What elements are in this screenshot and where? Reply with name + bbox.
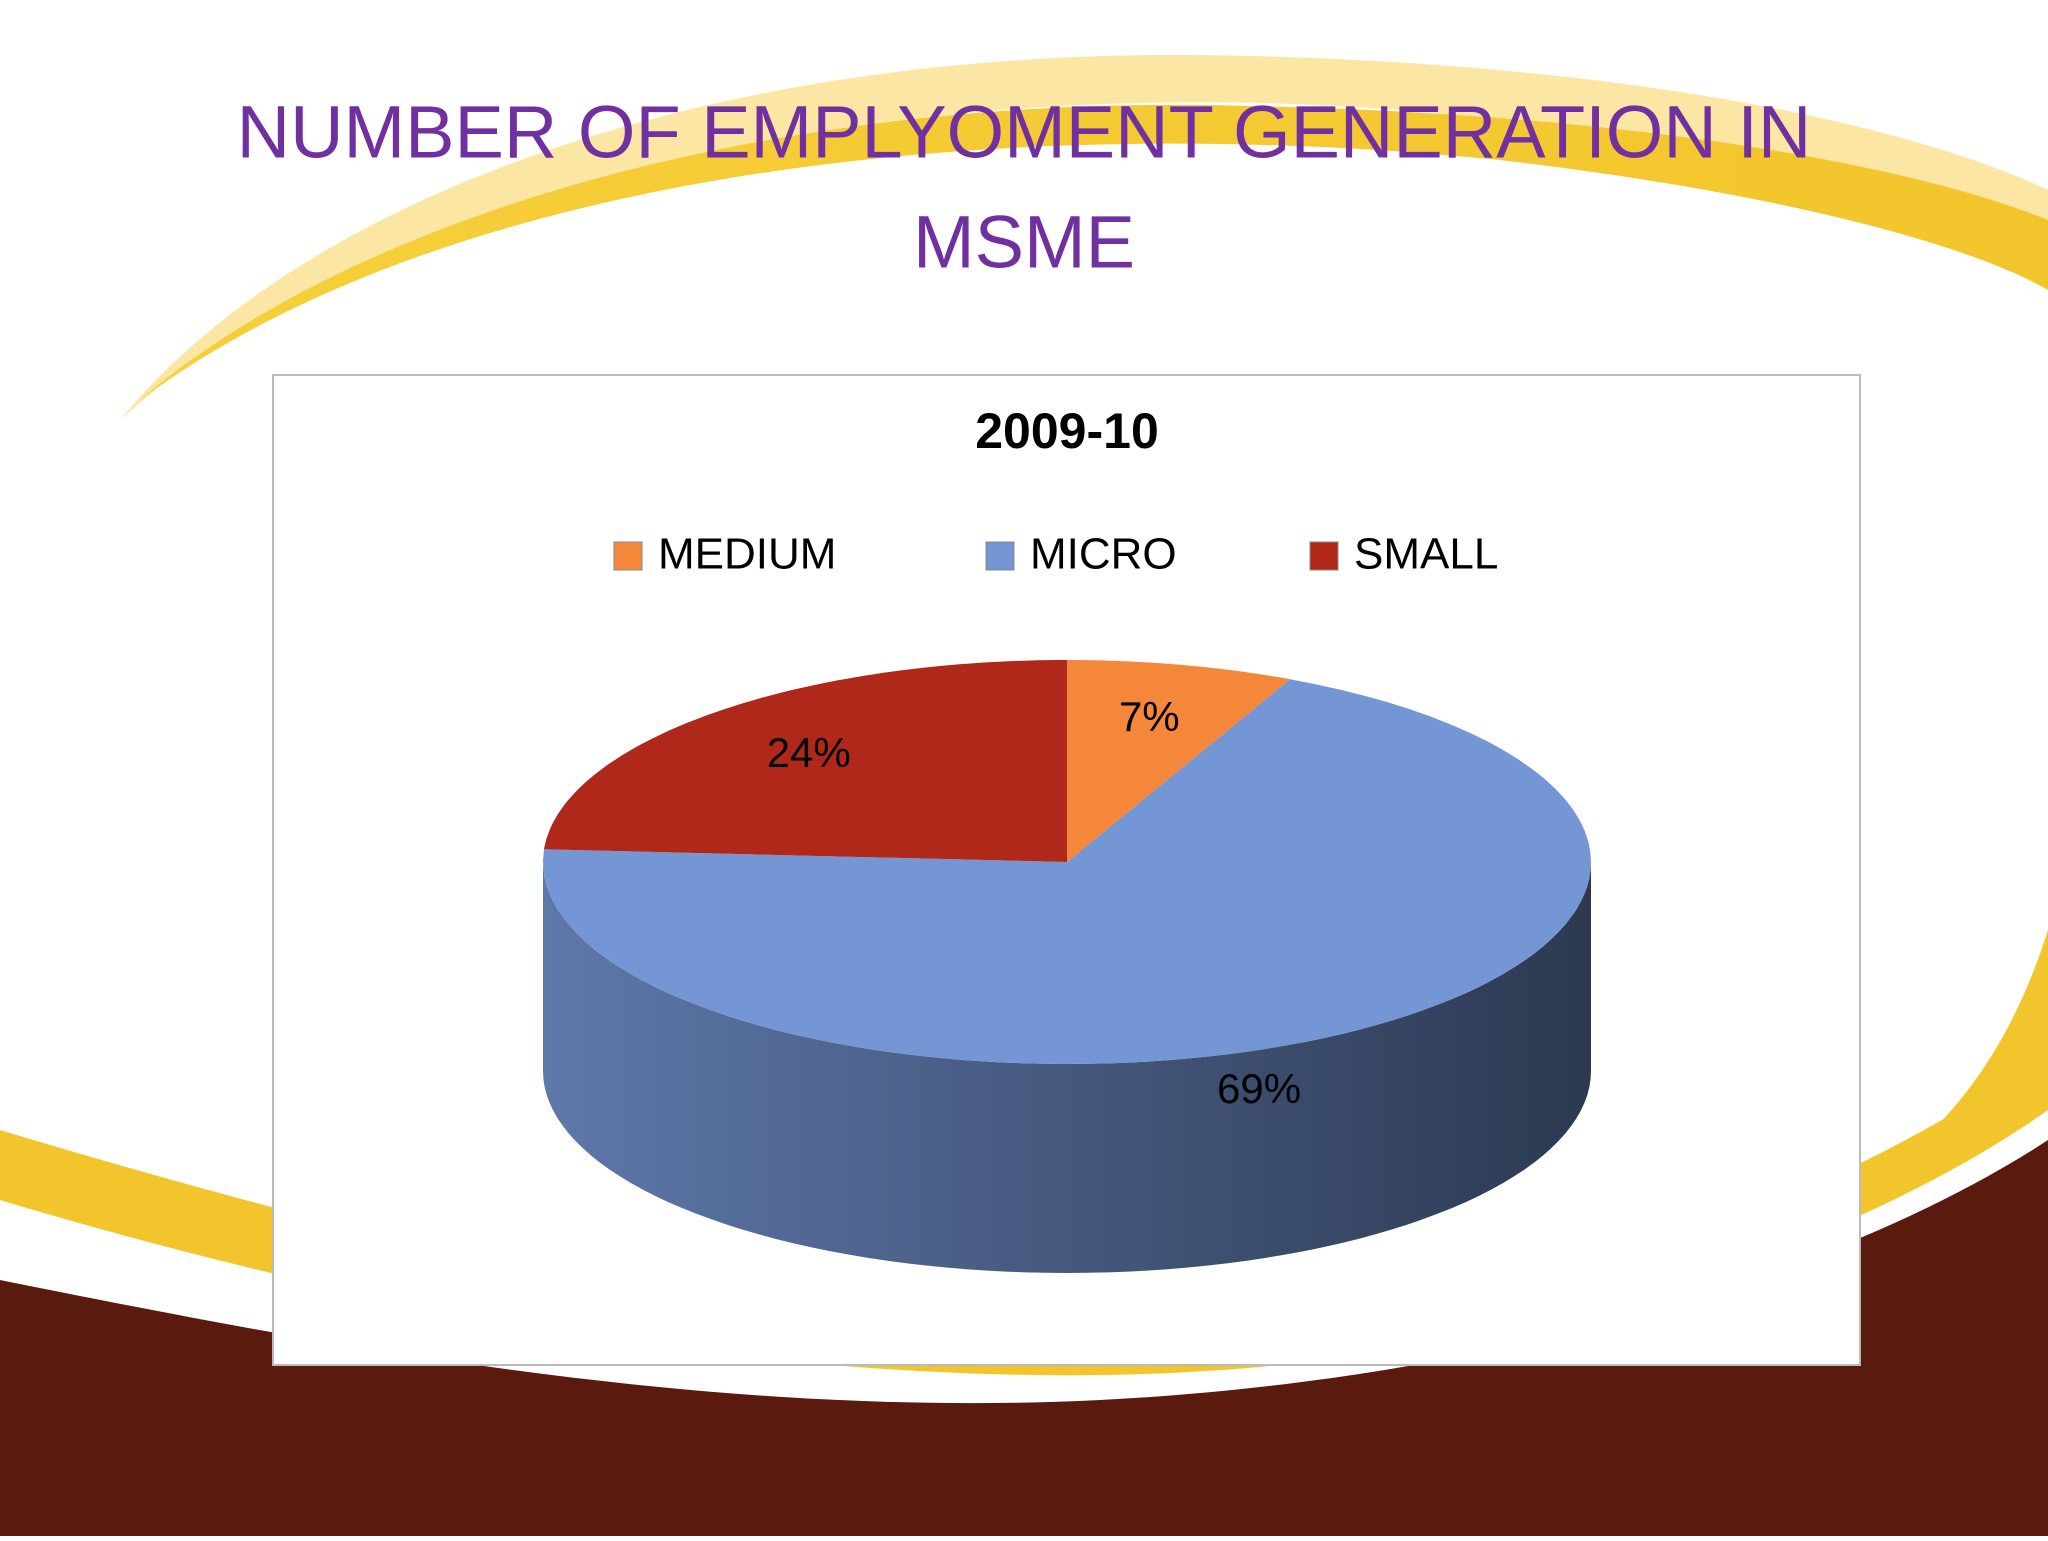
slice bbox=[1067, 660, 1291, 862]
slice bbox=[544, 660, 1067, 862]
legend-label: MICRO bbox=[1030, 530, 1177, 579]
plot: MEDIUM MICRO SMALL 7% 69% 24% bbox=[543, 530, 1591, 1273]
legend-swatch bbox=[613, 541, 643, 571]
legend-label: MEDIUM bbox=[658, 530, 836, 579]
data-label: 69% bbox=[1217, 1065, 1301, 1112]
legend-swatch bbox=[1309, 541, 1339, 571]
slice bbox=[543, 679, 1591, 1064]
chart-title: 2009-10 bbox=[975, 403, 1159, 459]
slide-title-line: NUMBER OF EMPLYOMENT GENERATION IN bbox=[237, 91, 1812, 174]
slice-side bbox=[543, 862, 1591, 1273]
legend-label: SMALL bbox=[1354, 530, 1498, 579]
data-label: 24% bbox=[767, 729, 851, 776]
slide-title-line: MSME bbox=[913, 201, 1135, 284]
data-label: 7% bbox=[1119, 693, 1180, 740]
legend-swatch bbox=[985, 541, 1015, 571]
